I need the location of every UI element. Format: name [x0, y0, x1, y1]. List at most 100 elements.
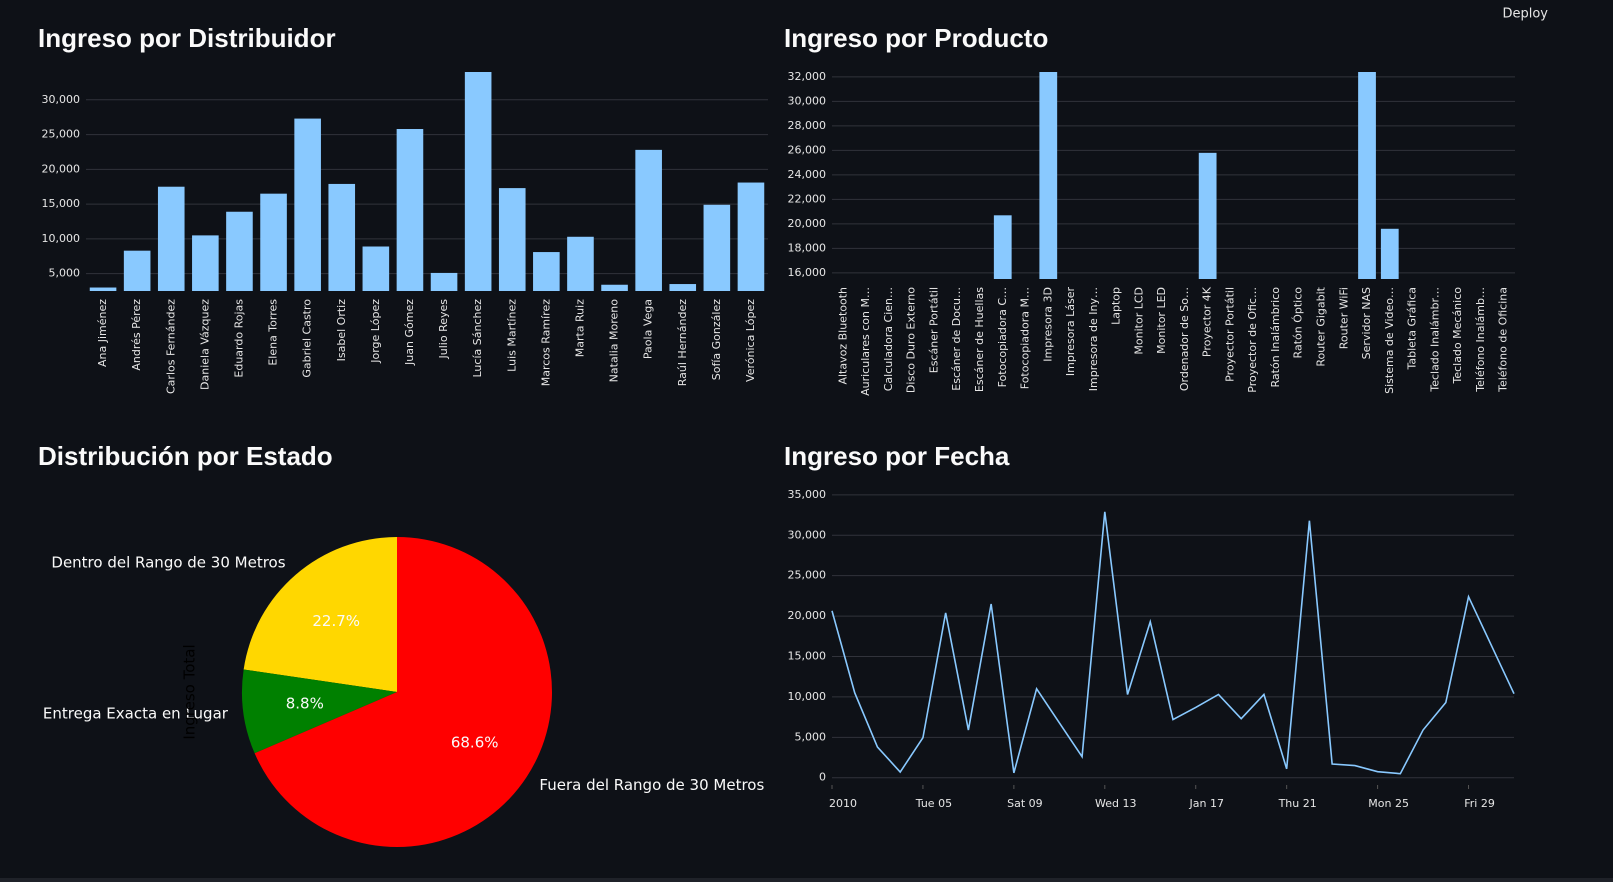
- bar: [123, 250, 151, 291]
- y-axis-label: Ingreso Total: [181, 644, 199, 739]
- x-tick-label: Natalia Moreno: [608, 299, 621, 383]
- x-tick-label: Mon 25: [1368, 797, 1409, 810]
- x-tick-label: Marta Ruiz: [573, 299, 586, 357]
- y-tick-label: 25,000: [788, 569, 827, 582]
- y-tick-label: 15,000: [788, 649, 827, 662]
- x-tick-label: Proyector Portátil: [1223, 287, 1236, 382]
- x-tick-label: Ana Jiménez: [96, 299, 109, 367]
- bar: [669, 284, 697, 291]
- x-tick-label: Impresora 3D: [1041, 287, 1054, 362]
- bar: [1358, 72, 1376, 279]
- x-tick-label: Monitor LED: [1155, 287, 1168, 354]
- x-tick-label: Escáner Portátil: [927, 287, 940, 373]
- chart-title: Ingreso por Distribuidor: [38, 23, 336, 53]
- x-tick-label: Tableta Gráfica: [1406, 287, 1419, 371]
- deploy-button[interactable]: Deploy: [1502, 7, 1548, 22]
- bar: [464, 72, 492, 291]
- bar: [328, 183, 356, 291]
- y-tick-label: 35,000: [788, 488, 827, 501]
- x-tick-label: Fotocopiadora M…: [1019, 287, 1032, 389]
- x-tick-label: Laptop: [1110, 287, 1123, 325]
- bar: [362, 246, 390, 291]
- y-tick-label: 30,000: [42, 93, 81, 106]
- bar: [1039, 72, 1058, 279]
- x-tick-label: Julio Reyes: [437, 299, 450, 360]
- x-tick-label: Teclado Inalámbr…: [1428, 287, 1441, 393]
- x-tick-label: Router Gigabit: [1314, 286, 1327, 366]
- x-tick-label: Proyector 4K: [1201, 286, 1214, 357]
- y-tick-label: 10,000: [42, 232, 81, 245]
- x-tick-label: Teléfono de Oficina: [1497, 287, 1510, 393]
- x-tick-label: Andrés Pérez: [130, 299, 143, 371]
- x-tick-label: Router WiFi: [1337, 287, 1350, 349]
- y-tick-label: 26,000: [788, 143, 827, 156]
- x-tick-label: Proyector de Ofic…: [1246, 287, 1259, 393]
- x-tick-label: Impresora Láser: [1064, 287, 1077, 377]
- x-tick-label: Paola Vega: [642, 299, 655, 359]
- x-tick-label: 2010: [829, 797, 857, 810]
- x-tick-label: Fotocopiadora C…: [996, 287, 1009, 387]
- bar: [635, 149, 662, 291]
- x-tick-label: Fri 29: [1464, 797, 1495, 810]
- slice-percent: 8.8%: [286, 695, 324, 713]
- y-tick-label: 10,000: [788, 690, 827, 703]
- y-tick-label: 0: [819, 771, 826, 784]
- bars: [993, 72, 1399, 279]
- line: [831, 511, 1515, 775]
- x-tick-label: Monitor LCD: [1132, 287, 1145, 355]
- chart-title: Ingreso por Producto: [784, 23, 1048, 53]
- y-tick-label: 5,000: [795, 730, 827, 743]
- x-tick-label: Eduardo Rojas: [232, 299, 245, 378]
- x-tick-label: Sofía González: [710, 299, 723, 380]
- y-tick-label: 22,000: [788, 192, 827, 205]
- bar: [498, 188, 526, 291]
- x-tick-label: Gabriel Castro: [301, 299, 314, 378]
- y-tick-label: 24,000: [788, 168, 827, 181]
- y-tick-label: 16,000: [788, 266, 827, 279]
- y-tick-label: 18,000: [788, 241, 827, 254]
- y-tick-label: 28,000: [788, 119, 827, 132]
- x-tick-label: Daniela Vázquez: [198, 299, 211, 390]
- bar: [1198, 152, 1217, 279]
- x-tick-label: Marcos Ramírez: [539, 299, 552, 386]
- x-tick-label: Ratón Inalámbrico: [1269, 287, 1282, 388]
- x-tick-label: Ordenador de So…: [1178, 287, 1191, 391]
- x-tick-label: Ratón Óptico: [1292, 287, 1305, 359]
- x-tick-label: Isabel Ortiz: [335, 299, 348, 362]
- x-tick-label: Teclado Mecánico: [1451, 287, 1464, 385]
- pie-slice: [254, 537, 553, 847]
- bar: [601, 284, 628, 291]
- x-tick-label: Carlos Fernández: [164, 299, 177, 394]
- bar: [737, 182, 765, 291]
- footer-bar: [0, 878, 1613, 882]
- slice-label: Entrega Exacta en Lugar: [43, 705, 229, 723]
- bar: [226, 211, 253, 291]
- bar: [294, 118, 321, 291]
- x-tick-label: Wed 13: [1095, 797, 1136, 810]
- x-tick-label: Jan 17: [1189, 797, 1224, 810]
- chart-title: Distribución por Estado: [38, 441, 333, 471]
- bar: [396, 129, 424, 291]
- bar: [430, 272, 458, 291]
- x-tick-label: Luis Martínez: [505, 299, 518, 372]
- y-tick-label: 20,000: [788, 609, 827, 622]
- x-tick-label: Auriculares con M…: [859, 287, 872, 396]
- x-tick-label: Elena Torres: [267, 299, 280, 366]
- bars: [89, 72, 765, 291]
- x-tick-label: Thu 21: [1278, 797, 1317, 810]
- slice-percent: 22.7%: [312, 612, 360, 630]
- x-tick-label: Servidor NAS: [1360, 287, 1373, 359]
- x-tick-label: Tue 05: [915, 797, 952, 810]
- x-tick-label: Sat 09: [1007, 797, 1043, 810]
- pie-slice: [241, 669, 397, 754]
- x-tick-label: Jorge López: [369, 299, 382, 364]
- bar: [533, 252, 560, 291]
- y-tick-label: 30,000: [788, 528, 827, 541]
- chart-title: Ingreso por Fecha: [784, 441, 1010, 471]
- x-tick-label: Escáner de Docu…: [950, 287, 963, 391]
- y-tick-label: 20,000: [42, 162, 81, 175]
- pie-slice: [243, 537, 397, 692]
- x-tick-label: Teléfono Inalámb…: [1474, 287, 1487, 393]
- y-tick-label: 15,000: [42, 197, 81, 210]
